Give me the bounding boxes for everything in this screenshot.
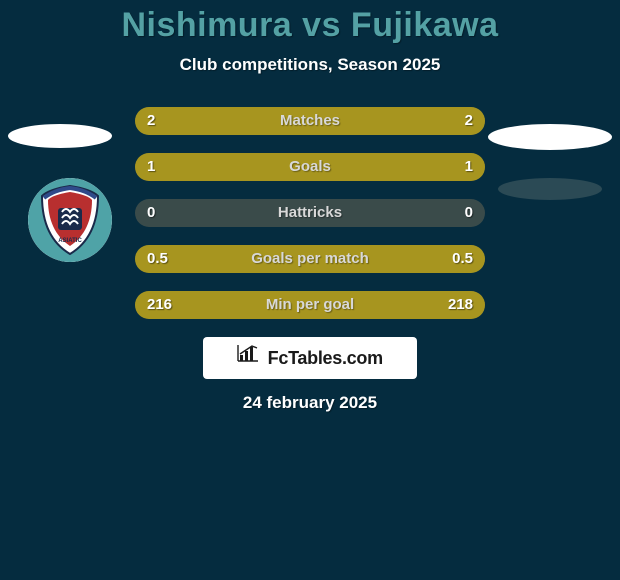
- stat-label: Goals per match: [135, 245, 485, 273]
- stat-row: 216218Min per goal: [135, 291, 485, 319]
- source-logo: FcTables.com: [203, 337, 417, 379]
- stat-row: 22Matches: [135, 107, 485, 135]
- ellipse-top-left: [8, 124, 112, 148]
- page-subtitle: Club competitions, Season 2025: [0, 55, 620, 75]
- bar-chart-icon: [237, 337, 259, 379]
- club-badge-left: ASIATIC: [28, 178, 112, 262]
- page-title: Nishimura vs Fujikawa: [0, 0, 620, 45]
- stat-label: Goals: [135, 153, 485, 181]
- stat-label: Min per goal: [135, 291, 485, 319]
- source-logo-text: FcTables.com: [268, 337, 383, 379]
- stat-row: 0.50.5Goals per match: [135, 245, 485, 273]
- date-text: 24 february 2025: [0, 393, 620, 413]
- stat-row: 00Hattricks: [135, 199, 485, 227]
- stat-label: Matches: [135, 107, 485, 135]
- club-crest-icon: ASIATIC: [28, 178, 112, 262]
- svg-text:ASIATIC: ASIATIC: [58, 238, 82, 244]
- stat-label: Hattricks: [135, 199, 485, 227]
- comparison-canvas: Nishimura vs Fujikawa Club competitions,…: [0, 0, 620, 580]
- ellipse-top-right: [488, 124, 612, 150]
- stat-row: 11Goals: [135, 153, 485, 181]
- ellipse-mid-right: [498, 178, 602, 200]
